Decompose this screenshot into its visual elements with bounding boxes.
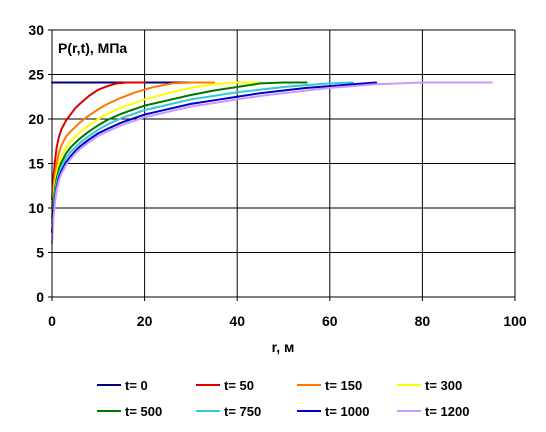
legend: t= 0 t= 50 t= 150 t= 300 t= 500 t= 750 t= 1000…	[97, 378, 469, 419]
x-tick-label: 60	[322, 313, 338, 329]
series-line-1	[51, 81, 146, 201]
y-tick-label: 30	[28, 22, 44, 38]
x-tick-label: 40	[229, 313, 245, 329]
series-line-3	[51, 81, 262, 214]
x-axis-label: r, м	[272, 339, 295, 355]
series-line-6	[51, 81, 378, 234]
y-tick-label: 5	[36, 245, 44, 261]
plot-lines	[51, 81, 493, 245]
x-tick-label: 100	[503, 313, 527, 329]
series-line-2	[51, 81, 216, 209]
y-tick-label: 25	[28, 67, 44, 83]
series-line-4	[51, 81, 308, 220]
legend-label-5: t= 750	[224, 404, 261, 419]
legend-label-4: t= 500	[125, 404, 162, 419]
y-axis-label: P(r,t), МПа	[58, 40, 127, 56]
grid	[52, 29, 516, 297]
x-tick-label: 0	[48, 313, 56, 329]
legend-label-6: t= 1000	[325, 404, 369, 419]
y-tick-label: 20	[28, 111, 44, 127]
y-tick-label: 15	[28, 156, 44, 172]
series-line-7	[51, 81, 493, 245]
legend-label-2: t= 150	[325, 378, 362, 393]
series-line-5	[51, 81, 354, 225]
axes: 0 5 10 15 20 25 30 0 20 40 60 80 100	[28, 22, 526, 329]
y-tick-label: 10	[28, 200, 44, 216]
legend-label-1: t= 50	[224, 378, 254, 393]
legend-label-7: t= 1200	[425, 404, 469, 419]
x-tick-label: 80	[415, 313, 431, 329]
x-tick-label: 20	[137, 313, 153, 329]
y-tick-label: 0	[36, 289, 44, 305]
legend-label-3: t= 300	[425, 378, 462, 393]
legend-label-0: t= 0	[125, 378, 148, 393]
